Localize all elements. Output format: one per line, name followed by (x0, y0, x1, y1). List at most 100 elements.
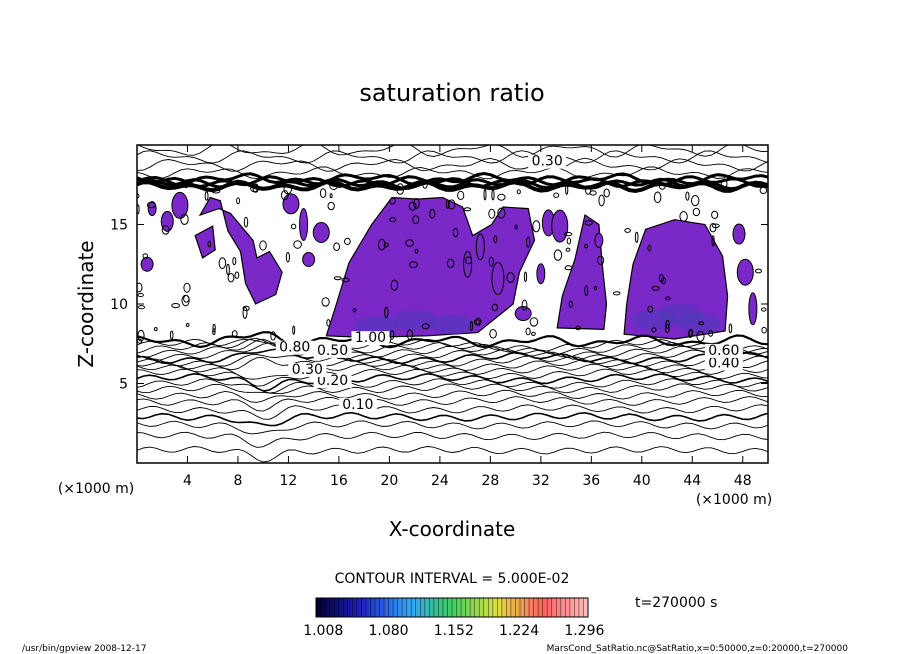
small-contour (270, 331, 276, 341)
small-contour (759, 186, 768, 195)
small-contour (421, 323, 430, 330)
small-contour (333, 276, 342, 281)
small-contour (341, 277, 350, 283)
small-contour (154, 327, 158, 332)
small-contour (660, 277, 667, 285)
small-contour (728, 323, 733, 334)
small-contour (242, 306, 248, 319)
small-contour (142, 253, 149, 259)
contour-lines (137, 145, 768, 463)
small-contour (218, 257, 227, 269)
contour-label-bg (313, 374, 352, 389)
x-tick-label: 20 (380, 473, 398, 489)
small-contour (383, 242, 389, 248)
x-tick-label: 48 (734, 473, 752, 489)
small-contour (326, 319, 331, 327)
small-contour (408, 201, 417, 211)
colorbar-tick-label: 1.008 (303, 623, 343, 639)
small-contour (692, 207, 701, 217)
colorbar-divisions (320, 598, 584, 617)
colorbar-tick-label: 1.296 (564, 623, 604, 639)
core-shade (392, 309, 437, 330)
small-contour (497, 207, 506, 219)
small-contour (389, 197, 396, 205)
supersaturation-cell (551, 209, 569, 243)
small-contour (445, 199, 450, 209)
small-contour (465, 256, 473, 265)
small-contour (137, 292, 144, 298)
small-contour (647, 305, 654, 313)
small-contour (711, 235, 715, 247)
contour-line (137, 420, 768, 435)
small-contour (563, 231, 573, 237)
supersaturation-cell (302, 251, 316, 267)
contour-line (137, 157, 768, 172)
supersaturation-cell (594, 232, 604, 248)
contour-line (137, 446, 768, 463)
core-shade (430, 314, 475, 335)
small-contour (526, 236, 531, 248)
small-contour (146, 201, 156, 209)
contour-label: 0.20 (317, 373, 348, 389)
contour-label: 1.00 (355, 330, 386, 346)
small-contour (565, 184, 569, 195)
small-contour (447, 199, 456, 210)
small-contour (409, 261, 418, 269)
supersaturation-cell (147, 201, 157, 217)
small-contour (603, 188, 610, 198)
x-tick-label: 32 (532, 473, 550, 489)
small-contour (389, 217, 397, 223)
time-label: t=270000 s (635, 595, 717, 611)
small-contour (281, 190, 289, 201)
contour-line (137, 404, 768, 420)
small-contour (183, 282, 191, 293)
chart-title: saturation ratio (359, 79, 544, 107)
x-tick-label: 8 (233, 473, 242, 489)
small-contour (691, 195, 700, 207)
small-contour (259, 240, 267, 251)
small-contour (384, 306, 389, 318)
small-contour (755, 268, 762, 274)
supersaturation-cell (732, 223, 746, 245)
small-contour (138, 305, 145, 310)
small-contour (463, 207, 472, 212)
small-contour (378, 238, 386, 251)
contour-line (137, 342, 768, 362)
small-contour (556, 184, 561, 189)
small-contour (598, 194, 605, 207)
small-contour (647, 244, 652, 252)
small-contour (180, 213, 189, 225)
small-contour (665, 319, 670, 330)
small-contour (352, 308, 357, 313)
small-contour (293, 240, 302, 249)
x-tick-label: 40 (633, 473, 651, 489)
small-contour (137, 204, 140, 215)
contour-line (137, 363, 768, 380)
small-contour (624, 228, 631, 233)
small-contour (651, 285, 660, 291)
small-contour (161, 225, 170, 235)
contour-label: 0.10 (342, 397, 373, 413)
footer-left: /usr/bin/gpview 2008-12-17 (22, 644, 146, 654)
small-contour (169, 330, 174, 340)
colorbar-tick-label: 1.224 (499, 623, 539, 639)
x-tick-label: 44 (683, 473, 701, 489)
x-tick-label: 16 (330, 473, 348, 489)
x-tick-label: 12 (280, 473, 298, 489)
small-contour (283, 184, 293, 195)
small-contour (564, 265, 573, 271)
small-contour (185, 323, 190, 327)
y-unit-label: (×1000 m) (58, 481, 134, 497)
small-contour (664, 296, 671, 301)
contour-line (137, 171, 768, 187)
small-contour (585, 185, 592, 195)
small-contour (664, 324, 670, 334)
small-contour (597, 255, 605, 265)
small-contour (491, 189, 495, 201)
small-contour (761, 307, 767, 312)
small-contour (584, 285, 589, 297)
small-contour (181, 294, 190, 307)
x-tick-label: 28 (481, 473, 499, 489)
small-contour (290, 223, 297, 230)
